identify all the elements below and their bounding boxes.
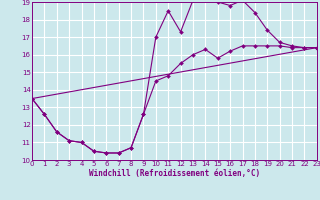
X-axis label: Windchill (Refroidissement éolien,°C): Windchill (Refroidissement éolien,°C) <box>89 169 260 178</box>
